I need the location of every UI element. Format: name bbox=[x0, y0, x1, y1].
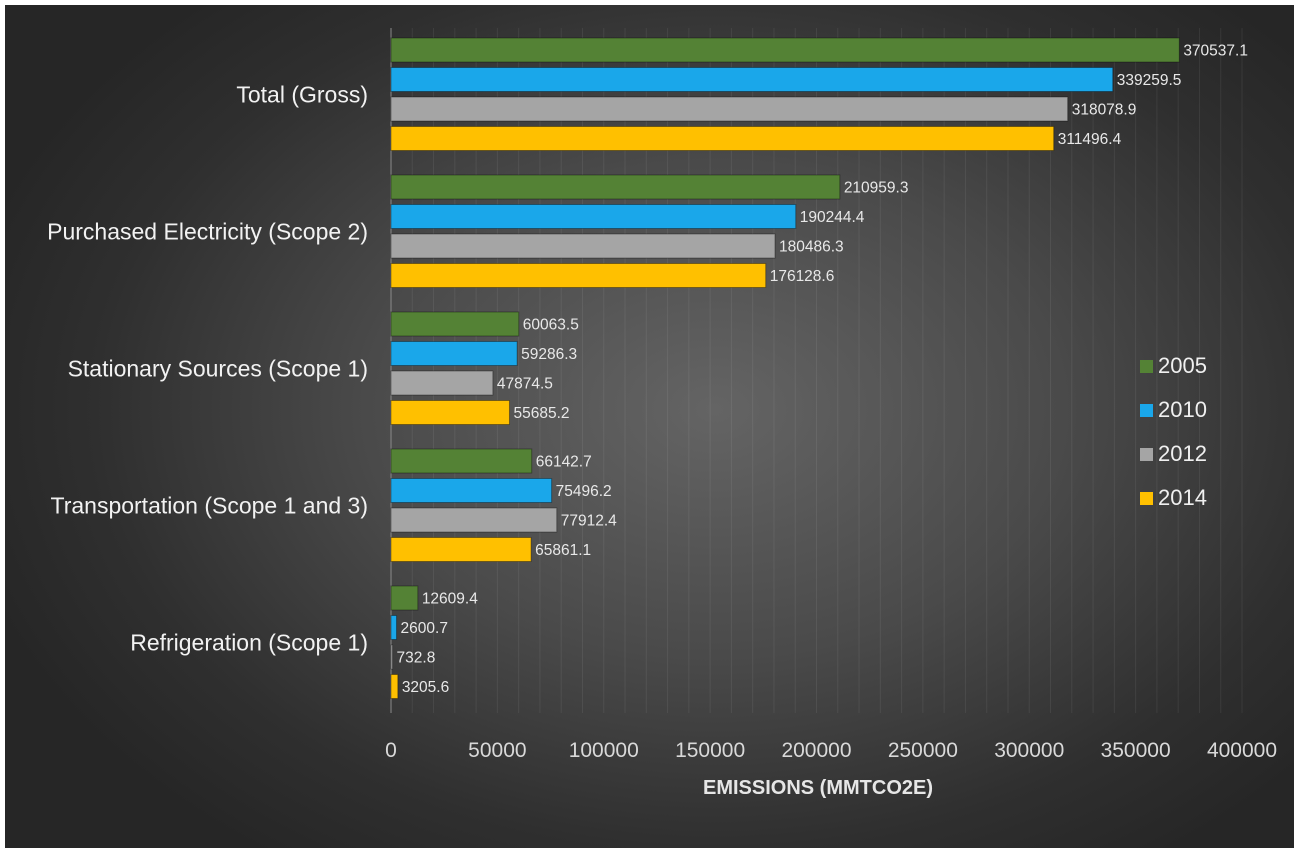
bar bbox=[390, 37, 1180, 63]
legend-label: 2012 bbox=[1158, 441, 1207, 466]
category-labels: Total (Gross) Purchased Electricity (Scop… bbox=[47, 81, 368, 655]
data-label: 47874.5 bbox=[497, 376, 553, 393]
data-label: 210959.3 bbox=[844, 180, 909, 197]
bar bbox=[390, 674, 399, 699]
data-label: 59286.3 bbox=[521, 346, 577, 363]
data-label: 77912.4 bbox=[561, 513, 617, 530]
data-label: 60063.5 bbox=[523, 317, 579, 334]
bar bbox=[390, 67, 1114, 92]
bar bbox=[390, 507, 558, 533]
x-tick-label: 50000 bbox=[468, 739, 526, 762]
x-tick-labels: 0 50000 100000 150000 200000 250000 300000 3500… bbox=[385, 739, 1277, 762]
bar bbox=[390, 311, 520, 337]
legend-swatch bbox=[1140, 448, 1153, 461]
bar bbox=[390, 174, 841, 200]
data-label: 176128.6 bbox=[770, 268, 835, 285]
bars bbox=[390, 37, 1180, 699]
x-tick-label: 200000 bbox=[781, 739, 851, 762]
x-tick-label: 350000 bbox=[1101, 739, 1171, 762]
x-tick-label: 150000 bbox=[675, 739, 745, 762]
data-label: 75496.2 bbox=[556, 483, 612, 500]
legend-label: 2005 bbox=[1158, 353, 1207, 378]
bar bbox=[390, 448, 533, 474]
category-label: Refrigeration (Scope 1) bbox=[130, 629, 368, 655]
legend-swatch bbox=[1140, 360, 1153, 373]
bar bbox=[390, 263, 767, 288]
bar bbox=[390, 615, 398, 640]
legend-label: 2014 bbox=[1158, 485, 1207, 510]
bar bbox=[390, 478, 553, 503]
category-label: Stationary Sources (Scope 1) bbox=[68, 355, 368, 381]
data-label: 2600.7 bbox=[401, 620, 448, 637]
x-axis-title: EMISSIONS (MMTCO2E) bbox=[703, 777, 933, 799]
chart-area: 370537.1 339259.5 318078.9 311496.4 210959.3… bbox=[5, 5, 1294, 848]
bar bbox=[390, 585, 419, 611]
bar bbox=[390, 204, 797, 229]
data-label: 339259.5 bbox=[1117, 72, 1182, 89]
category-label: Transportation (Scope 1 and 3) bbox=[51, 492, 369, 518]
legend: 2005 2010 2012 2014 bbox=[1140, 353, 1207, 510]
bar bbox=[390, 96, 1069, 122]
data-label: 732.8 bbox=[397, 650, 436, 667]
data-label: 55685.2 bbox=[513, 405, 569, 422]
x-tick-label: 400000 bbox=[1207, 739, 1277, 762]
legend-swatch bbox=[1140, 404, 1153, 417]
bar bbox=[390, 233, 776, 259]
bar bbox=[390, 126, 1055, 151]
bar bbox=[390, 537, 532, 562]
data-label: 318078.9 bbox=[1072, 102, 1137, 119]
x-tick-label: 300000 bbox=[994, 739, 1064, 762]
bar bbox=[390, 400, 510, 425]
data-label: 311496.4 bbox=[1058, 131, 1122, 148]
legend-swatch bbox=[1140, 492, 1153, 505]
legend-label: 2010 bbox=[1158, 397, 1207, 422]
data-label: 65861.1 bbox=[535, 542, 591, 559]
data-label: 180486.3 bbox=[779, 239, 844, 256]
data-label: 370537.1 bbox=[1183, 43, 1248, 60]
x-tick-label: 0 bbox=[385, 739, 397, 762]
data-label: 190244.4 bbox=[800, 209, 865, 226]
category-label: Purchased Electricity (Scope 2) bbox=[47, 218, 368, 244]
x-tick-label: 100000 bbox=[569, 739, 639, 762]
bar bbox=[390, 341, 518, 366]
category-label: Total (Gross) bbox=[236, 81, 368, 107]
x-tick-label: 250000 bbox=[888, 739, 958, 762]
bar bbox=[390, 370, 494, 396]
data-label: 66142.7 bbox=[536, 454, 592, 471]
data-label: 3205.6 bbox=[402, 679, 449, 696]
bar bbox=[390, 644, 394, 670]
data-label: 12609.4 bbox=[422, 591, 478, 608]
